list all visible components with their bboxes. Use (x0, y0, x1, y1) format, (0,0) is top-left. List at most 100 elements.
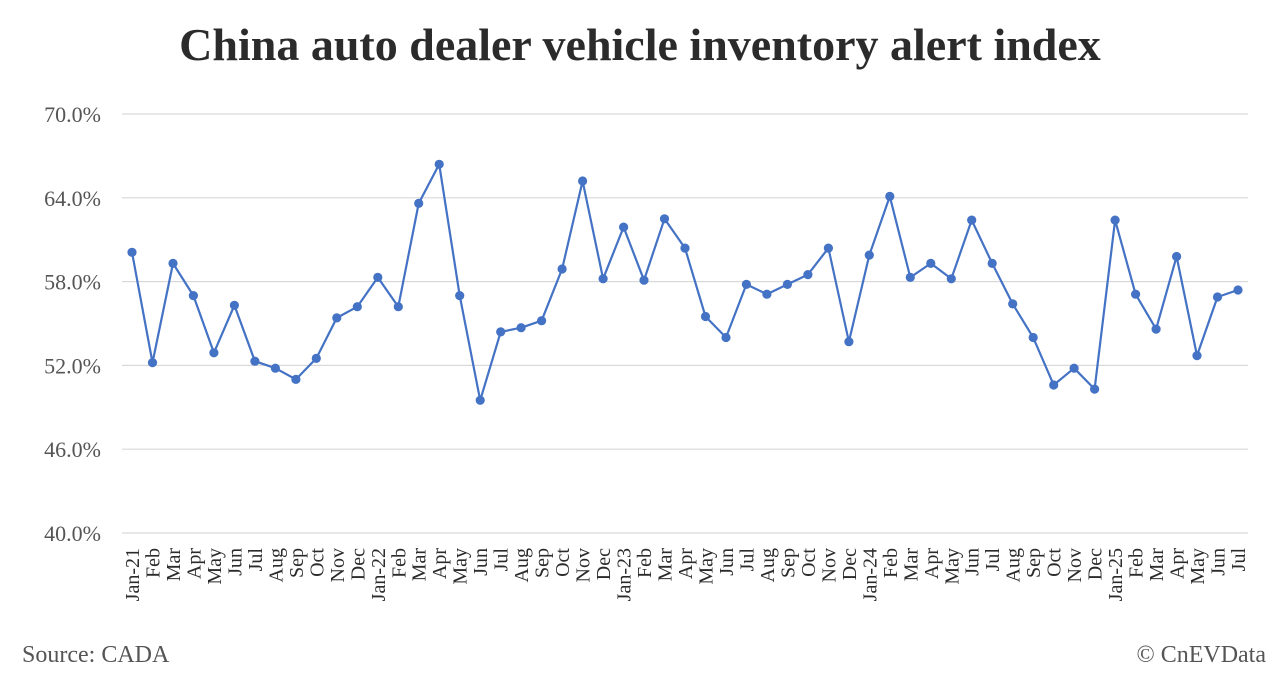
data-point (844, 337, 854, 347)
x-tick-label: Sep (532, 548, 554, 578)
data-point (291, 374, 301, 384)
data-point (987, 258, 997, 268)
x-tick-label: Jan-24 (859, 548, 881, 601)
x-tick-label: Jul (982, 548, 1004, 572)
x-tick-label: Nov (327, 548, 349, 582)
data-point (823, 243, 834, 253)
x-tick-label: Mar (1146, 548, 1168, 582)
data-point (700, 311, 711, 322)
x-tick-label: Aug (1003, 548, 1025, 582)
data-point (864, 250, 874, 260)
data-point (639, 275, 649, 285)
data-point (1090, 384, 1100, 394)
data-point (250, 356, 260, 366)
x-tick-label: Aug (757, 548, 779, 582)
x-tick-label: Jan-25 (1105, 548, 1127, 601)
data-point (741, 279, 752, 289)
x-tick-label: Jul (245, 548, 267, 572)
x-tick-label: Sep (777, 548, 799, 578)
x-tick-label: Oct (306, 548, 328, 577)
x-tick-label: Feb (142, 548, 164, 578)
data-point (1233, 285, 1243, 295)
data-point (1192, 351, 1202, 361)
data-point (1151, 324, 1161, 334)
data-point (311, 353, 321, 363)
x-tick-label: Mar (409, 548, 431, 582)
x-tick-label: May (450, 548, 472, 585)
data-point (147, 358, 158, 368)
y-tick-label: 70.0% (44, 102, 101, 127)
data-point (393, 302, 403, 312)
x-tick-label: Jan-21 (122, 548, 144, 601)
x-tick-label: Dec (1085, 548, 1107, 580)
x-tick-label: May (941, 548, 963, 585)
data-point (905, 272, 915, 282)
x-axis-ticks: Jan-21FebMarAprMayJunJulAugSepOctNovDecJ… (122, 548, 1250, 602)
data-point (721, 332, 731, 343)
data-point (782, 279, 793, 289)
x-tick-label: Dec (347, 548, 369, 580)
x-tick-label: Jul (491, 548, 513, 572)
x-tick-label: Oct (1044, 548, 1066, 577)
data-point (496, 327, 506, 337)
data-point (188, 291, 198, 301)
x-tick-label: Jan-23 (614, 548, 636, 601)
y-tick-label: 46.0% (44, 437, 101, 462)
x-tick-label: Nov (573, 548, 595, 582)
data-point (557, 264, 567, 274)
x-tick-label: Jun (962, 548, 984, 576)
x-tick-label: Mar (655, 548, 677, 582)
data-point (270, 363, 280, 373)
x-tick-label: Feb (880, 548, 902, 578)
data-point (680, 243, 690, 253)
data-point (414, 198, 424, 208)
data-point (352, 302, 362, 312)
gridlines (122, 113, 1248, 534)
data-point (1028, 332, 1038, 343)
data-points (127, 159, 1243, 405)
data-point (946, 274, 956, 284)
chart-title: China auto dealer vehicle inventory aler… (179, 19, 1101, 70)
x-tick-label: Sep (1023, 548, 1045, 578)
data-point (885, 191, 895, 201)
x-tick-label: Mar (163, 548, 185, 582)
y-tick-label: 64.0% (44, 186, 101, 211)
x-tick-label: Feb (388, 548, 410, 578)
x-tick-label: Aug (511, 548, 533, 582)
data-point (373, 272, 383, 282)
data-point (578, 176, 588, 186)
data-point (803, 270, 813, 280)
data-point (1049, 380, 1059, 390)
data-point (967, 215, 977, 225)
x-tick-label: Feb (634, 548, 656, 578)
x-tick-label: Jun (716, 548, 738, 576)
x-tick-label: Apr (183, 548, 205, 579)
data-point (168, 258, 178, 268)
y-tick-label: 52.0% (44, 353, 101, 378)
data-point (926, 258, 936, 268)
data-point (598, 274, 608, 284)
x-tick-label: Jul (736, 548, 758, 572)
x-tick-label: Oct (798, 548, 820, 577)
x-tick-label: Jun (1208, 548, 1230, 576)
data-point (516, 323, 526, 333)
x-tick-label: Apr (675, 548, 697, 579)
data-point (1110, 215, 1120, 225)
x-tick-label: Jan-22 (368, 548, 390, 601)
x-tick-label: Feb (1126, 548, 1148, 578)
data-point (127, 247, 137, 257)
x-tick-label: Jul (1228, 548, 1250, 572)
data-point (1069, 363, 1079, 373)
y-axis-ticks: 40.0% 46.0% 52.0% 58.0% 64.0% 70.0% (44, 102, 101, 546)
data-point (537, 316, 547, 326)
x-tick-label: Nov (818, 548, 840, 582)
x-tick-label: Apr (1167, 548, 1189, 579)
data-point (659, 214, 670, 224)
data-point (762, 289, 772, 299)
x-tick-label: Dec (839, 548, 861, 580)
x-tick-label: Dec (593, 548, 615, 580)
x-tick-label: May (695, 548, 717, 585)
x-tick-label: Nov (1064, 548, 1086, 582)
x-tick-label: Aug (265, 548, 287, 582)
